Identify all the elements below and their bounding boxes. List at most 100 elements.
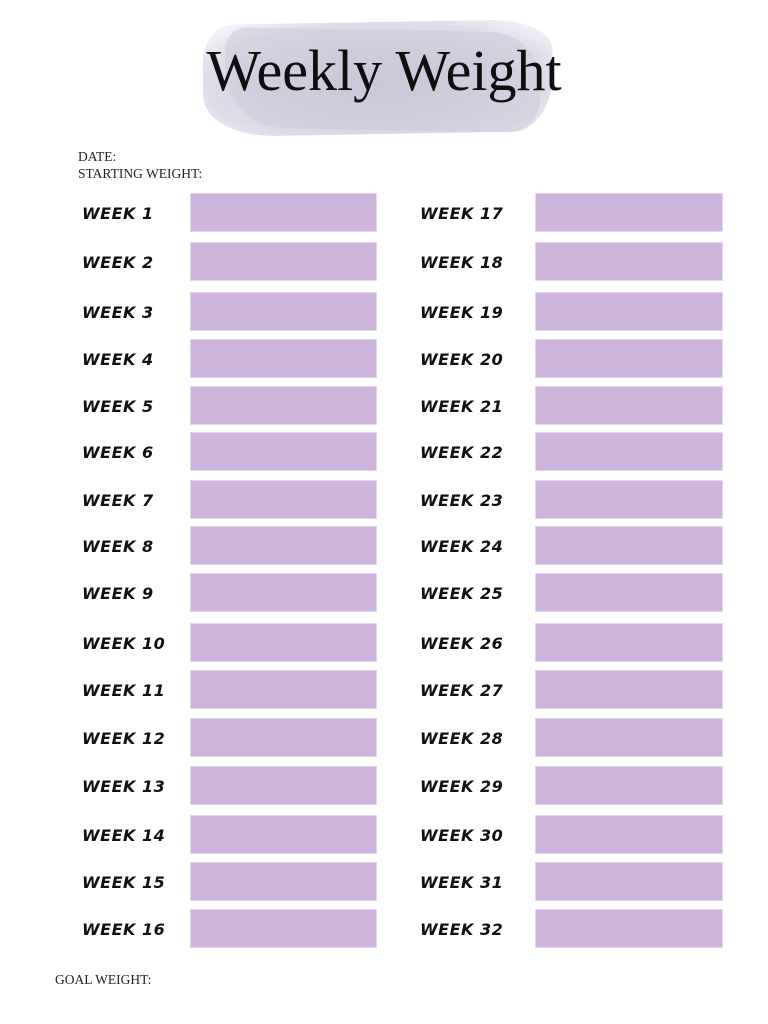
- week-label: WEEK 16: [82, 920, 166, 939]
- week-weight-input-box[interactable]: [191, 910, 376, 947]
- week-label: WEEK 9: [82, 584, 154, 603]
- week-row: WEEK 14: [0, 816, 768, 853]
- week-label: WEEK 12: [82, 729, 166, 748]
- week-row: WEEK 26: [0, 624, 768, 661]
- week-row: WEEK 23: [0, 481, 768, 518]
- week-weight-input-box[interactable]: [536, 816, 722, 853]
- week-row: WEEK 19: [0, 293, 768, 330]
- week-label: WEEK 19: [420, 303, 504, 322]
- week-row: WEEK 31: [0, 863, 768, 900]
- week-row: WEEK 16: [0, 910, 768, 947]
- week-row: WEEK 20: [0, 340, 768, 377]
- week-weight-input-box[interactable]: [536, 481, 722, 518]
- week-weight-input-box[interactable]: [536, 910, 722, 947]
- week-row: WEEK 15: [0, 863, 768, 900]
- week-weight-input-box[interactable]: [536, 863, 722, 900]
- week-weight-input-box[interactable]: [191, 767, 376, 804]
- week-weight-input-box[interactable]: [536, 194, 722, 231]
- week-row: WEEK 4: [0, 340, 768, 377]
- week-weight-input-box[interactable]: [191, 527, 376, 564]
- week-row: WEEK 24: [0, 527, 768, 564]
- week-label: WEEK 24: [420, 537, 504, 556]
- week-row: WEEK 18: [0, 243, 768, 280]
- week-label: WEEK 6: [82, 443, 154, 462]
- week-label: WEEK 17: [420, 204, 504, 223]
- week-label: WEEK 7: [82, 491, 154, 510]
- week-label: WEEK 26: [420, 634, 504, 653]
- week-weight-input-box[interactable]: [191, 624, 376, 661]
- week-label: WEEK 18: [420, 253, 504, 272]
- week-weight-input-box[interactable]: [191, 574, 376, 611]
- week-label: WEEK 11: [82, 681, 166, 700]
- week-weight-input-box[interactable]: [191, 863, 376, 900]
- week-row: WEEK 9: [0, 574, 768, 611]
- week-label: WEEK 28: [420, 729, 504, 748]
- week-weight-input-box[interactable]: [536, 767, 722, 804]
- week-row: WEEK 12: [0, 719, 768, 756]
- week-row: WEEK 27: [0, 671, 768, 708]
- week-label: WEEK 8: [82, 537, 154, 556]
- week-weight-input-box[interactable]: [191, 671, 376, 708]
- page-title: Weekly Weight: [206, 38, 562, 103]
- week-row: WEEK 1: [0, 194, 768, 231]
- week-row: WEEK 30: [0, 816, 768, 853]
- week-label: WEEK 22: [420, 443, 504, 462]
- week-row: WEEK 13: [0, 767, 768, 804]
- week-weight-input-box[interactable]: [536, 340, 722, 377]
- week-label: WEEK 29: [420, 777, 504, 796]
- week-label: WEEK 5: [82, 397, 154, 416]
- week-weight-input-box[interactable]: [536, 293, 722, 330]
- week-label: WEEK 14: [82, 826, 166, 845]
- week-label: WEEK 20: [420, 350, 504, 369]
- week-weight-input-box[interactable]: [191, 719, 376, 756]
- week-weight-input-box[interactable]: [536, 574, 722, 611]
- week-weight-input-box[interactable]: [536, 527, 722, 564]
- week-label: WEEK 30: [420, 826, 504, 845]
- week-weight-input-box[interactable]: [536, 433, 722, 470]
- week-row: WEEK 8: [0, 527, 768, 564]
- week-row: WEEK 10: [0, 624, 768, 661]
- week-row: WEEK 2: [0, 243, 768, 280]
- week-weight-input-box[interactable]: [191, 194, 376, 231]
- week-row: WEEK 22: [0, 433, 768, 470]
- week-weight-input-box[interactable]: [536, 243, 722, 280]
- starting-weight-label: STARTING WEIGHT:: [78, 166, 203, 181]
- week-weight-input-box[interactable]: [536, 671, 722, 708]
- week-row: WEEK 21: [0, 387, 768, 424]
- week-label: WEEK 1: [82, 204, 154, 223]
- goal-weight-label: GOAL WEIGHT:: [55, 972, 152, 987]
- week-weight-input-box[interactable]: [191, 243, 376, 280]
- week-weight-input-box[interactable]: [191, 816, 376, 853]
- week-label: WEEK 21: [420, 397, 504, 416]
- week-row: WEEK 6: [0, 433, 768, 470]
- week-weight-input-box[interactable]: [536, 387, 722, 424]
- week-label: WEEK 2: [82, 253, 154, 272]
- week-row: WEEK 28: [0, 719, 768, 756]
- week-row: WEEK 32: [0, 910, 768, 947]
- week-label: WEEK 4: [82, 350, 154, 369]
- week-row: WEEK 11: [0, 671, 768, 708]
- week-label: WEEK 25: [420, 584, 504, 603]
- week-row: WEEK 25: [0, 574, 768, 611]
- week-row: WEEK 7: [0, 481, 768, 518]
- week-row: WEEK 29: [0, 767, 768, 804]
- date-label: DATE:: [78, 149, 117, 164]
- week-weight-input-box[interactable]: [191, 340, 376, 377]
- week-row: WEEK 5: [0, 387, 768, 424]
- week-weight-input-box[interactable]: [191, 293, 376, 330]
- week-label: WEEK 32: [420, 920, 504, 939]
- week-weight-input-box[interactable]: [191, 387, 376, 424]
- week-label: WEEK 15: [82, 873, 166, 892]
- week-label: WEEK 3: [82, 303, 154, 322]
- week-weight-input-box[interactable]: [536, 719, 722, 756]
- week-weight-input-box[interactable]: [191, 481, 376, 518]
- week-label: WEEK 27: [420, 681, 504, 700]
- week-row: WEEK 17: [0, 194, 768, 231]
- week-weight-input-box[interactable]: [536, 624, 722, 661]
- week-label: WEEK 23: [420, 491, 504, 510]
- week-row: WEEK 3: [0, 293, 768, 330]
- week-label: WEEK 10: [82, 634, 166, 653]
- week-label: WEEK 31: [420, 873, 504, 892]
- week-weight-input-box[interactable]: [191, 433, 376, 470]
- week-label: WEEK 13: [82, 777, 166, 796]
